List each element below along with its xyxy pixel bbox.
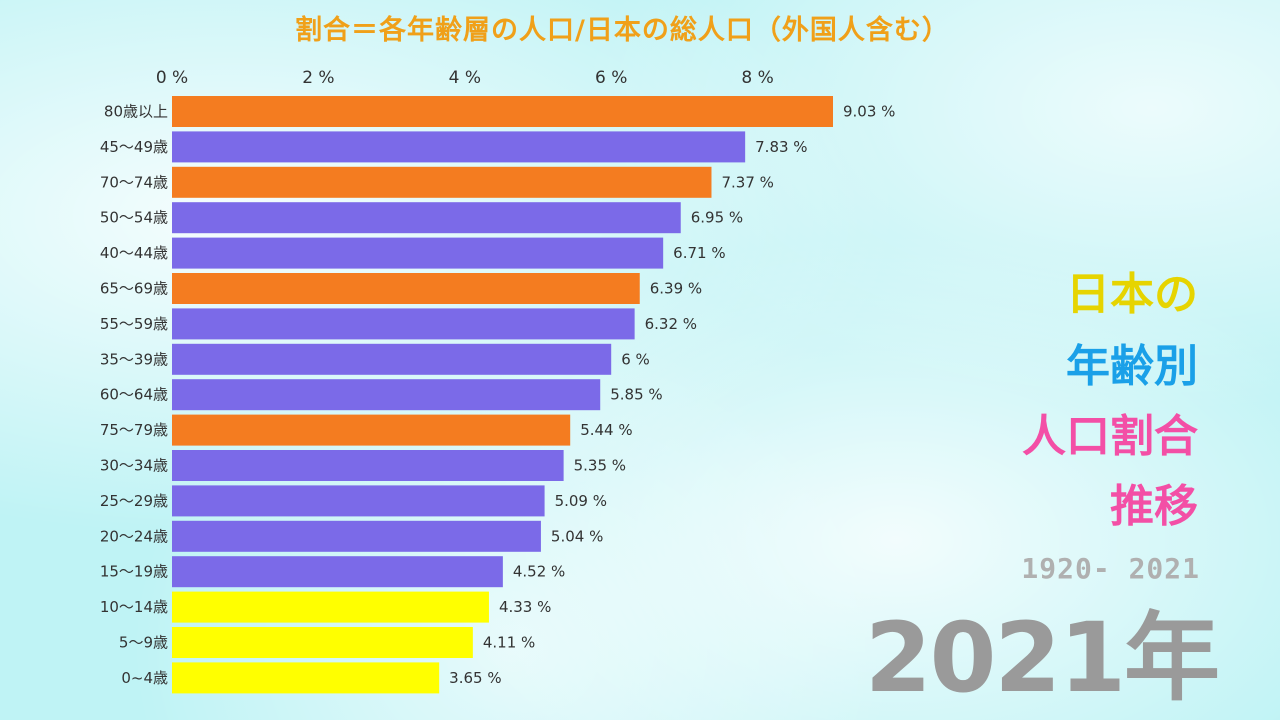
category-label: 20〜24歳 <box>100 527 168 545</box>
x-tick-label: 0 % <box>156 68 188 88</box>
value-label: 6.39 % <box>650 280 702 298</box>
bar <box>172 520 541 552</box>
bar <box>172 662 440 694</box>
current-year: 2021年 <box>864 602 1220 714</box>
value-label: 5.44 % <box>580 421 632 439</box>
value-label: 4.33 % <box>499 598 551 616</box>
value-label: 7.37 % <box>721 173 773 191</box>
value-label: 5.35 % <box>574 457 626 475</box>
value-label: 4.52 % <box>513 563 565 581</box>
value-label: 6 % <box>621 350 650 368</box>
chart-title: 割合＝各年齢層の人口/日本の総人口（外国人含む） <box>295 15 950 46</box>
value-label: 5.04 % <box>551 527 603 545</box>
bar <box>172 485 545 517</box>
value-label: 6.95 % <box>691 209 743 227</box>
bar <box>172 627 473 658</box>
bar <box>172 556 503 588</box>
category-label: 80歳以上 <box>104 103 168 121</box>
category-label: 40〜44歳 <box>100 244 168 262</box>
bar <box>172 379 601 411</box>
bar <box>172 131 746 163</box>
category-label: 65〜69歳 <box>100 280 168 298</box>
category-label: 45〜49歳 <box>100 138 168 156</box>
year-range: 1920- 2021 <box>1021 552 1200 585</box>
category-label: 25〜29歳 <box>100 492 168 510</box>
bar <box>172 308 635 340</box>
bar <box>172 273 640 304</box>
x-tick-label: 2 % <box>302 68 334 88</box>
category-label: 75〜79歳 <box>100 421 168 439</box>
side-title-line-4: 推移 <box>1110 481 1198 532</box>
x-tick-label: 4 % <box>449 68 481 88</box>
x-axis-ticks: 0 % 2 % 4 % 6 % 8 % <box>156 68 774 88</box>
bar <box>172 237 664 269</box>
bar <box>172 343 612 375</box>
category-label: 70〜74歳 <box>100 173 168 191</box>
side-title-line-3: 人口割合 <box>1022 411 1198 462</box>
bars: 80歳以上 9.03 % 45〜49歳 7.83 % 70〜74歳 7.37 % 50〜54… <box>100 96 895 694</box>
bar <box>172 96 833 127</box>
category-label: 15〜19歳 <box>100 563 168 581</box>
x-tick-label: 6 % <box>595 68 627 88</box>
category-label: 30〜34歳 <box>100 457 168 475</box>
category-label: 55〜59歳 <box>100 315 168 333</box>
x-tick-label: 8 % <box>741 68 773 88</box>
category-label: 0~4歳 <box>121 669 168 687</box>
category-label: 50〜54歳 <box>100 209 168 227</box>
value-label: 6.71 % <box>673 244 725 262</box>
category-label: 60〜64歳 <box>100 386 168 404</box>
bar <box>172 450 564 481</box>
side-title-line-2: 年齢別 <box>1066 341 1198 392</box>
value-label: 6.32 % <box>645 315 697 333</box>
value-label: 5.09 % <box>555 492 607 510</box>
bar <box>172 202 681 234</box>
value-label: 5.85 % <box>610 386 662 404</box>
value-label: 7.83 % <box>755 138 807 156</box>
value-label: 4.11 % <box>483 634 535 652</box>
bar <box>172 591 489 623</box>
value-label: 3.65 % <box>449 669 501 687</box>
category-label: 10〜14歳 <box>100 598 168 616</box>
side-title-line-1: 日本の <box>1066 269 1198 320</box>
category-label: 5〜9歳 <box>119 634 168 652</box>
bar <box>172 414 571 446</box>
category-label: 35〜39歳 <box>100 350 168 368</box>
value-label: 9.03 % <box>843 103 895 121</box>
bar <box>172 166 712 198</box>
